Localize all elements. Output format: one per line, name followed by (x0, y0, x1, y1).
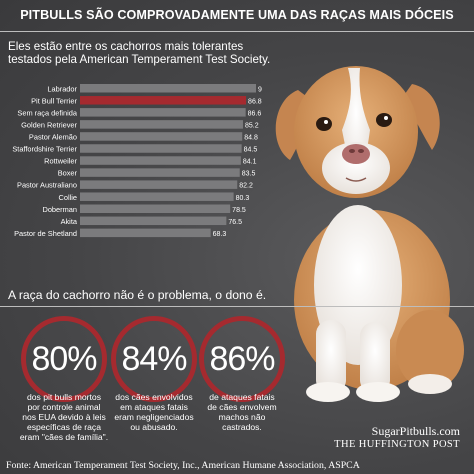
value-label: 78.5 (232, 207, 246, 214)
stat-value-1: 80% (31, 339, 97, 378)
puppy-image (275, 66, 464, 402)
value-label: 86.8 (248, 98, 262, 105)
stat-3-line: machos não (218, 412, 266, 422)
category-label: Pastor de Shetland (14, 229, 77, 238)
value-label: 83.5 (242, 171, 256, 178)
bar (80, 144, 242, 153)
stat-2-line: em ataques fatais (120, 402, 188, 412)
stat-1-line: nos EUA devido à leis (22, 412, 106, 422)
stat-2-line: ou abusado. (130, 422, 178, 432)
category-label: Golden Retriever (21, 120, 77, 129)
stat-value-2: 84% (121, 339, 187, 378)
bar (80, 168, 240, 177)
stat-1-line: por controle animal (27, 402, 101, 412)
stat-1-line: eram "cães de família". (19, 432, 109, 442)
stat-description-2: dos cães envolvidos em ataques fatais er… (101, 392, 207, 432)
stat-description-3: de ataques fatais de cães envolvem macho… (189, 392, 295, 432)
value-label: 76.5 (228, 219, 242, 226)
value-label: 84.5 (244, 147, 258, 154)
bar (80, 216, 227, 226)
stat-2-line: dos cães envolvidos (115, 392, 193, 402)
brand-media: THE HUFFINGTON POST (334, 439, 460, 450)
category-label: Sem raça definida (17, 108, 77, 117)
stat-circle-3: 86% (199, 316, 285, 402)
value-label: 85.2 (245, 122, 259, 129)
subtitle-line-1: Eles estão entre os cachorros mais toler… (8, 40, 244, 53)
bar (80, 204, 231, 213)
infographic-title: PITBULLS SÃO COMPROVADAMENTE UMA DAS RAÇ… (20, 8, 454, 22)
stat-value-3: 86% (209, 339, 275, 378)
bar (80, 180, 238, 189)
title-divider (0, 31, 474, 32)
category-label: Pastor Australiano (17, 181, 77, 190)
bar (80, 228, 211, 238)
stat-1-line: dos pit bulls mortos (26, 392, 102, 402)
value-label: 84.1 (243, 159, 257, 166)
category-label: Doberman (42, 205, 77, 214)
value-label: 68.3 (213, 231, 227, 238)
category-label: Pastor Alemão (29, 133, 77, 142)
bar (80, 120, 243, 129)
category-label: Labrador (47, 84, 77, 93)
section-divider (0, 306, 474, 307)
source-note: Fonte: American Temperament Test Society… (6, 460, 360, 471)
bar (80, 96, 247, 105)
category-label: Staffordshire Terrier (12, 145, 77, 154)
stat-3-line: castrados. (222, 422, 262, 432)
value-label: 82.2 (239, 183, 253, 190)
stat-circle-2: 84% (111, 316, 197, 402)
value-label: 86.6 (248, 110, 262, 117)
subtitle-line-2: testados pela American Temperament Test … (8, 53, 271, 66)
stat-3-line: de ataques fatais (209, 392, 275, 402)
value-label: 80.3 (236, 195, 250, 202)
chart-subtitle: Eles estão entre os cachorros mais toler… (8, 40, 308, 66)
category-label: Boxer (58, 169, 78, 178)
category-label: Rottweiler (44, 157, 77, 166)
bar (80, 108, 246, 117)
bar (80, 192, 234, 201)
brand-site: SugarPitbulls.com (371, 424, 460, 438)
section-title: A raça do cachorro não é o problema, o d… (8, 288, 267, 302)
category-label: Pit Bull Terrier (31, 96, 77, 105)
stat-circle-1: 80% (21, 316, 107, 402)
category-label: Collie (59, 193, 77, 202)
category-label: Akita (61, 217, 78, 226)
value-label: 92 (258, 86, 262, 93)
stat-2-line: eram negligenciados (114, 412, 194, 422)
bar (80, 132, 243, 141)
stat-description-1: dos pit bulls mortos por controle animal… (11, 392, 117, 442)
bar (80, 156, 241, 165)
breed-bar-chart: Labrador 92 Pit Bull Terrier 86.8 Sem raça d… (12, 84, 262, 238)
bar (80, 84, 256, 93)
stat-3-line: de cães envolvem (207, 402, 277, 412)
value-label: 84.8 (244, 135, 258, 142)
stat-1-line: específicas de raça (26, 422, 102, 432)
